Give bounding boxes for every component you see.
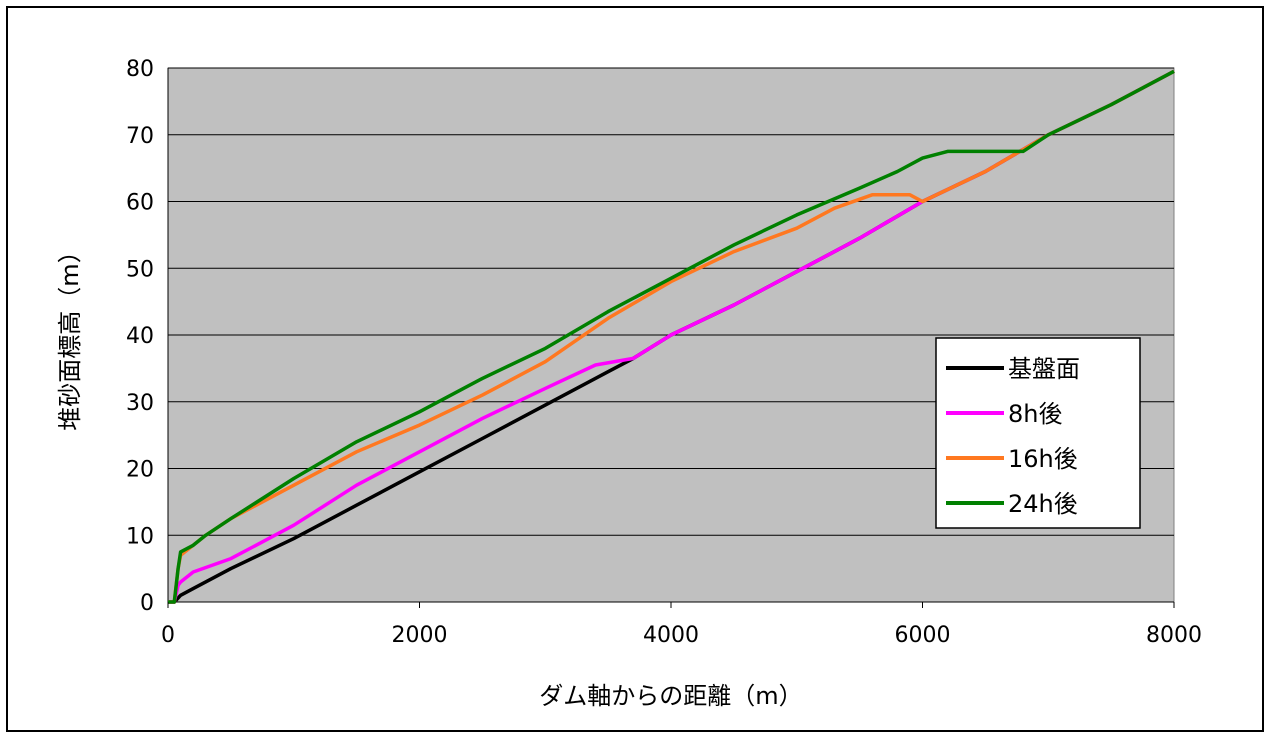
y-tick-label: 30: [126, 391, 154, 416]
x-tick-label: 6000: [895, 623, 951, 648]
y-tick-label: 10: [126, 524, 154, 549]
y-tick-label: 80: [126, 57, 154, 82]
y-tick-label: 60: [126, 191, 154, 216]
series-line-3: [168, 69, 1175, 604]
legend-label: 16h後: [1008, 445, 1078, 473]
legend-label: 基盤面: [1008, 355, 1080, 383]
legend-label: 8h後: [1008, 400, 1062, 428]
y-tick-label: 50: [126, 257, 154, 282]
x-tick-label: 8000: [1146, 623, 1202, 648]
y-tick-label: 0: [140, 591, 154, 616]
series-layer: [168, 69, 1175, 604]
x-tick-label: 0: [161, 623, 175, 648]
y-axis-title: 堆砂面標高（m）: [56, 239, 84, 430]
y-tick-label: 40: [126, 324, 154, 349]
x-tick-label: 4000: [643, 623, 699, 648]
legend: 基盤面 8h後 16h後 24h後: [935, 337, 1141, 529]
y-tick-label: 20: [126, 458, 154, 483]
y-axis-ticks: 0 10 20 30 40 50 60 70 80: [126, 57, 154, 616]
x-axis-ticks: 0 2000 4000 6000 8000: [161, 602, 1202, 648]
x-axis-title: ダム軸からの距離（m）: [539, 682, 802, 710]
legend-label: 24h後: [1008, 490, 1078, 518]
y-tick-label: 70: [126, 124, 154, 149]
x-tick-label: 2000: [392, 623, 448, 648]
